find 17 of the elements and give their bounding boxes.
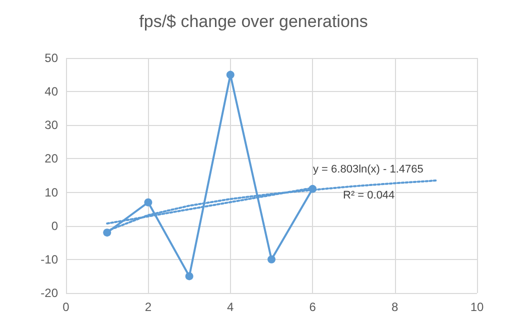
x-tick-label: 6 bbox=[309, 300, 316, 314]
y-tick-label: 0 bbox=[51, 218, 58, 233]
chart-title: fps/$ change over generations bbox=[139, 12, 368, 31]
x-tick-label: 0 bbox=[62, 300, 70, 314]
y-tick-label: 30 bbox=[44, 118, 58, 132]
x-tick-label: 8 bbox=[391, 300, 398, 314]
x-tick-label: 4 bbox=[227, 300, 234, 314]
x-tick-label: 10 bbox=[470, 300, 484, 314]
y-tick-label: -20 bbox=[40, 286, 58, 300]
y-tick-label: 40 bbox=[44, 84, 58, 99]
y-tick-label: 10 bbox=[44, 185, 58, 200]
y-tick-label: 50 bbox=[44, 51, 58, 65]
y-tick-label: -10 bbox=[40, 252, 58, 266]
x-tick-label: 2 bbox=[144, 300, 152, 314]
annotation: y = 6.803ln(x) - 1.4765 bbox=[313, 164, 424, 176]
annotation: R² = 0.044 bbox=[343, 190, 395, 202]
y-tick-label: 20 bbox=[44, 152, 58, 166]
